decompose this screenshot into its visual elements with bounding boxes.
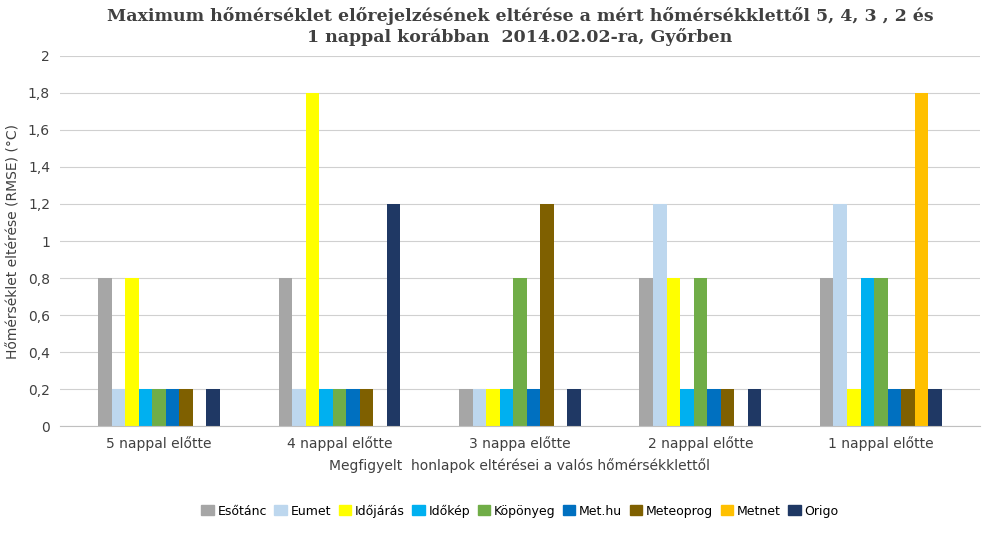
Bar [874, 278, 886, 426]
Bar [914, 93, 927, 426]
Bar [278, 278, 292, 426]
Bar [359, 389, 373, 426]
Bar [927, 389, 941, 426]
Bar [458, 389, 472, 426]
Bar [485, 389, 499, 426]
Bar [98, 278, 111, 426]
Bar [832, 204, 846, 426]
Bar [706, 389, 720, 426]
Bar [527, 389, 539, 426]
Bar [653, 204, 666, 426]
X-axis label: Megfigyelt  honlapok eltérései a valós hőmérsékklettől: Megfigyelt honlapok eltérései a valós hő… [329, 458, 710, 473]
Title: Maximum hőmérséklet előrejelzésének eltérése a mért hőmérsékklettől 5, 4, 3 , 2 : Maximum hőmérséklet előrejelzésének elté… [106, 7, 932, 46]
Bar [900, 389, 914, 426]
Bar [332, 389, 346, 426]
Bar [513, 278, 527, 426]
Bar [886, 389, 900, 426]
Bar [111, 389, 125, 426]
Bar [860, 278, 874, 426]
Bar [499, 389, 513, 426]
Bar [206, 389, 220, 426]
Legend: Esőtánc, Eumet, Időjárás, Időkép, Köpönyeg, Met.hu, Meteoprog, Metnet, Origo: Esőtánc, Eumet, Időjárás, Időkép, Köpöny… [196, 499, 843, 522]
Bar [387, 204, 400, 426]
Bar [639, 278, 653, 426]
Bar [139, 389, 152, 426]
Bar [152, 389, 166, 426]
Bar [819, 278, 832, 426]
Bar [125, 278, 139, 426]
Bar [720, 389, 734, 426]
Y-axis label: Hőmérséklet eltérése (RMSE) (°C): Hőmérséklet eltérése (RMSE) (°C) [7, 124, 21, 359]
Bar [693, 278, 706, 426]
Bar [306, 93, 318, 426]
Bar [179, 389, 192, 426]
Bar [679, 389, 693, 426]
Bar [539, 204, 553, 426]
Bar [318, 389, 332, 426]
Bar [292, 389, 306, 426]
Bar [166, 389, 179, 426]
Bar [346, 389, 359, 426]
Bar [846, 389, 860, 426]
Bar [472, 389, 485, 426]
Bar [666, 278, 679, 426]
Bar [747, 389, 760, 426]
Bar [567, 389, 580, 426]
